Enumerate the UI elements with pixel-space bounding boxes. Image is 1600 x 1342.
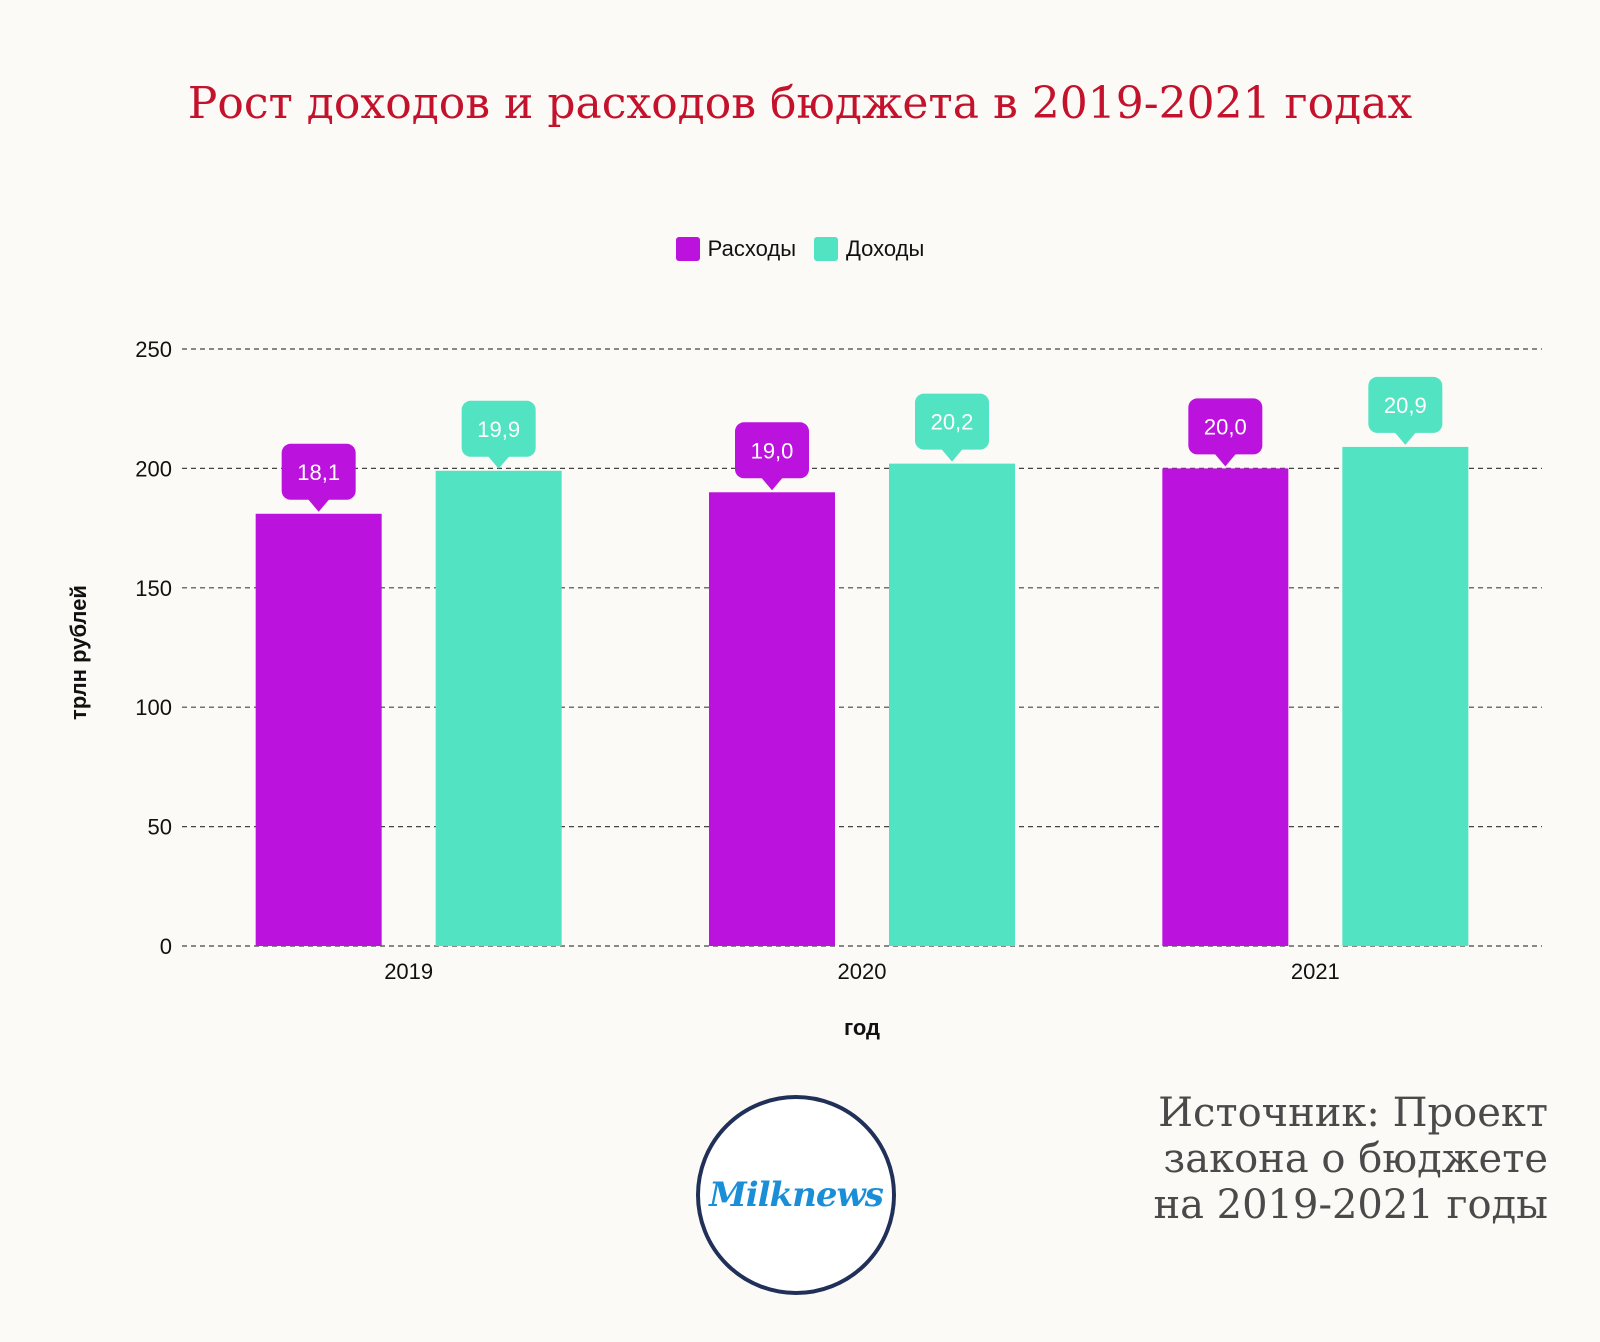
data-label-bubble: [1368, 376, 1443, 433]
data-label: 20,0: [1204, 414, 1247, 439]
bar-2020-0: [709, 492, 835, 946]
data-label-bubble: [461, 400, 536, 457]
data-label-pointer: [307, 498, 330, 512]
x-tick-label: 2020: [838, 959, 887, 984]
bar-2019-1: [435, 470, 562, 946]
data-label-pointer: [487, 455, 510, 469]
legend-label-expenses: Расходы: [707, 236, 797, 261]
x-tick-label: 2021: [1291, 959, 1340, 984]
milknews-logo: Milknews: [696, 1095, 896, 1295]
bar-2021-0: [1162, 468, 1289, 946]
bar-chart: 0 50 100 150 200 250 трлн рублей год 18,1 19,9 201…: [66, 337, 1542, 1040]
source-line-3: на 2019-2021 годы: [1153, 1182, 1548, 1228]
logo-text: Milknews: [709, 1175, 884, 1215]
y-tick-label: 150: [135, 576, 172, 601]
y-tick-label: 50: [148, 815, 172, 840]
y-tick-label: 100: [135, 695, 172, 720]
bar-2021-1: [1342, 446, 1469, 946]
data-label-pointer: [941, 448, 963, 462]
source-line-2: закона о бюджете: [1163, 1136, 1548, 1182]
legend-item-income[interactable]: Доходы: [814, 236, 924, 262]
data-label-bubble: [281, 443, 356, 500]
y-tick-label: 200: [135, 456, 172, 481]
source-note: Источник: Проект закона о бюджете на 201…: [1028, 1090, 1548, 1228]
chart-legend: Расходы Доходы: [0, 236, 1600, 262]
data-label: 20,9: [1384, 393, 1427, 418]
data-label-bubble: [1188, 398, 1263, 455]
data-label-pointer: [1394, 431, 1417, 445]
data-label: 19,9: [477, 417, 520, 442]
bar-2020-1: [889, 463, 1015, 946]
bar-2019-0: [255, 513, 382, 946]
data-label: 18,1: [297, 460, 340, 485]
y-axis-title: трлн рублей: [66, 585, 91, 720]
chart-title: Рост доходов и расходов бюджета в 2019-2…: [187, 78, 1413, 129]
x-axis-title: год: [844, 1015, 880, 1040]
data-label-pointer: [761, 477, 783, 491]
legend-item-expenses[interactable]: Расходы: [675, 236, 797, 262]
legend-swatch-expenses: [675, 237, 700, 261]
data-label-bubble: [915, 393, 989, 450]
y-tick-label: 0: [160, 934, 172, 959]
data-label: 19,0: [751, 438, 794, 463]
legend-swatch-income: [814, 237, 839, 261]
y-tick-label: 250: [135, 337, 172, 362]
data-label-bubble: [735, 422, 809, 479]
x-tick-label: 2019: [384, 959, 433, 984]
data-label-pointer: [1214, 453, 1237, 467]
source-line-1: Источник: Проект: [1158, 1090, 1548, 1136]
data-label: 20,2: [931, 410, 974, 435]
legend-label-income: Доходы: [846, 236, 925, 261]
